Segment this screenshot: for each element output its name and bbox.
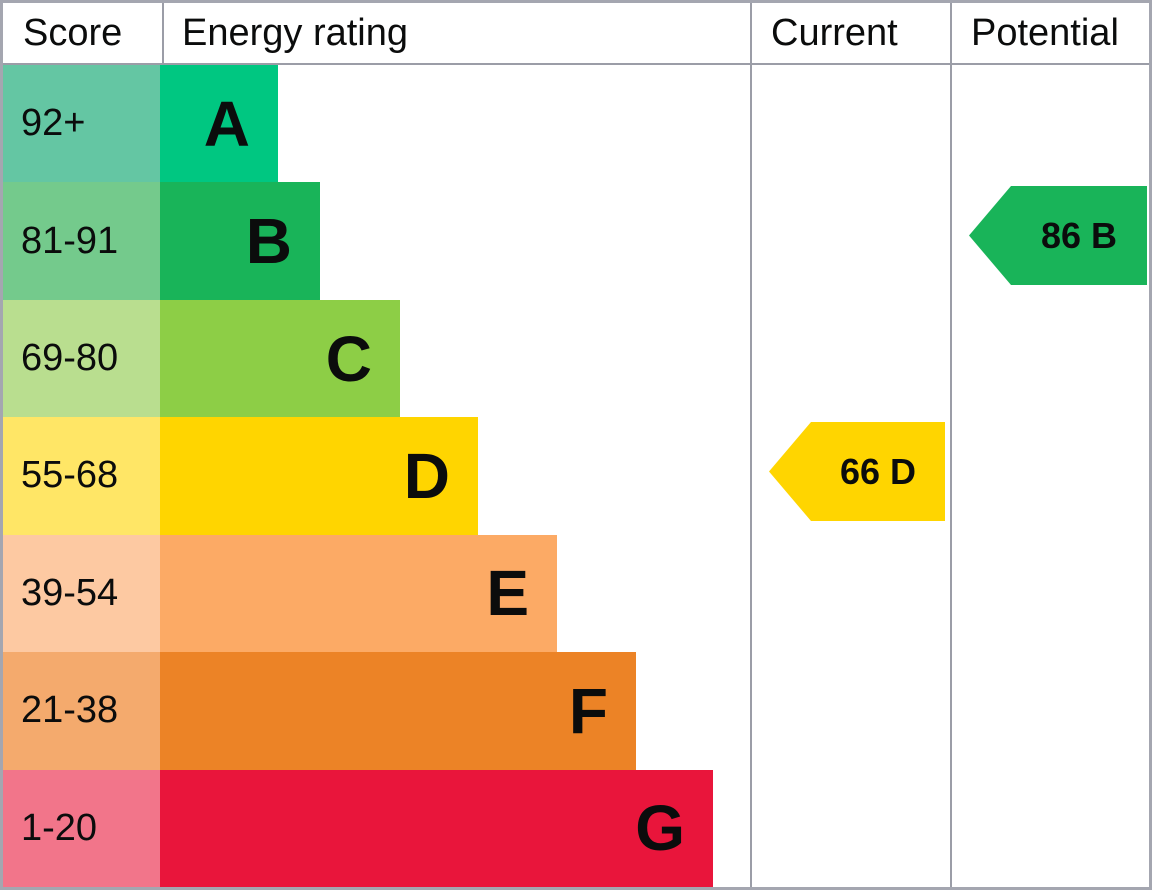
rating-bar-d: D bbox=[160, 417, 478, 535]
band-row-e: 39-54 E bbox=[3, 534, 750, 653]
band-row-d: 55-68 D bbox=[3, 417, 750, 535]
score-range-g: 1-20 bbox=[3, 769, 160, 887]
potential-column-divider-line bbox=[950, 3, 952, 887]
band-row-c: 69-80 C bbox=[3, 299, 750, 418]
score-range-d: 55-68 bbox=[3, 417, 160, 535]
header-divider-line bbox=[3, 63, 1149, 65]
rating-bands: 92+ A 81-91 B 69-80 C 55-68 D 39-54 E 21… bbox=[3, 65, 750, 887]
band-row-f: 21-38 F bbox=[3, 652, 750, 770]
rating-bar-c: C bbox=[160, 299, 400, 418]
header-current: Current bbox=[771, 12, 898, 54]
score-range-a: 92+ bbox=[3, 65, 160, 183]
header-score: Score bbox=[23, 12, 123, 54]
band-row-a: 92+ A bbox=[3, 65, 750, 183]
current-rating-marker: 66 D bbox=[769, 422, 945, 521]
potential-rating-label: 86 B bbox=[1040, 214, 1118, 256]
rating-bar-e: E bbox=[160, 534, 557, 653]
current-rating-label: 66 D bbox=[839, 450, 917, 492]
header-potential: Potential bbox=[971, 12, 1119, 54]
current-column-divider-line bbox=[750, 3, 752, 887]
rating-bar-b: B bbox=[160, 182, 320, 300]
score-range-c: 69-80 bbox=[3, 299, 160, 418]
score-column-divider-line bbox=[162, 3, 164, 63]
band-row-b: 81-91 B bbox=[3, 182, 750, 300]
score-range-b: 81-91 bbox=[3, 182, 160, 300]
potential-rating-marker: 86 B bbox=[969, 186, 1147, 285]
band-row-g: 1-20 G bbox=[3, 769, 750, 887]
header-energy-rating: Energy rating bbox=[182, 12, 409, 54]
rating-bar-a: A bbox=[160, 65, 278, 183]
score-range-f: 21-38 bbox=[3, 652, 160, 770]
score-range-e: 39-54 bbox=[3, 534, 160, 653]
rating-bar-g: G bbox=[160, 769, 713, 887]
rating-bar-f: F bbox=[160, 652, 636, 770]
